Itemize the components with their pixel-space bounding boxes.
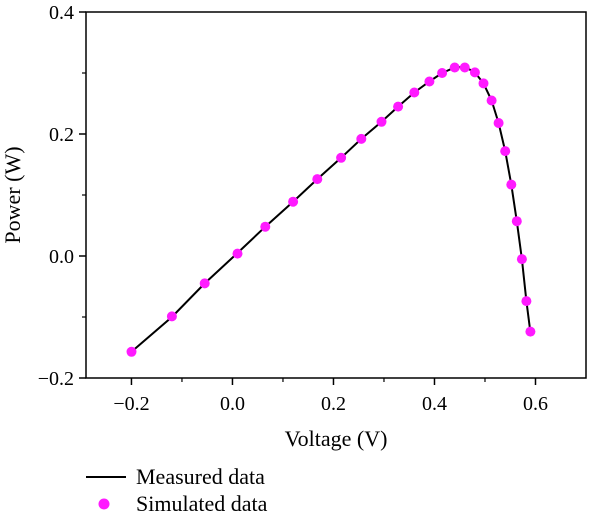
simulated-point [521,296,532,307]
legend-simulated-swatch [98,498,110,510]
simulated-point [260,221,271,232]
x-tick-label: 0.2 [321,393,346,415]
y-tick-label: 0.0 [49,246,74,268]
simulated-point [493,118,504,128]
legend: Measured data Simulated data [86,464,268,516]
legend-simulated-label: Simulated data [136,491,268,516]
simulated-point [424,76,435,87]
y-tick-label: −0.2 [38,368,74,390]
y-axis-label: Power (W) [0,146,25,243]
simulated-point [409,87,420,98]
simulated-point [437,68,448,78]
simulated-point [459,62,470,73]
simulated-point [356,133,367,144]
simulated-point [199,278,210,289]
simulated-point [232,248,243,259]
x-tick-label: 0.0 [220,393,245,415]
x-tick-label: 0.6 [523,393,548,415]
y-axis-ticks: −0.2 0.0 0.2 0.4 [38,2,86,390]
simulated-point [449,62,460,73]
simulated-point [525,326,536,337]
simulated-point [126,346,137,357]
x-axis-label: Voltage (V) [285,426,388,451]
simulated-point [166,311,177,322]
simulated-point [516,254,527,265]
simulated-point [288,196,299,207]
x-axis-ticks: −0.2 0.0 0.2 0.4 0.6 [113,378,548,415]
measured-data-line [130,65,532,353]
y-tick-label: 0.4 [49,2,74,24]
plot-frame [85,11,587,379]
simulated-point [506,179,517,190]
simulated-point [486,95,497,106]
simulated-point [478,78,489,89]
simulated-data-points [126,62,536,357]
simulated-point [376,116,387,127]
simulated-point [469,67,480,78]
simulated-point [336,152,347,163]
legend-measured-label: Measured data [136,464,265,489]
simulated-point [393,101,404,112]
y-tick-label: 0.2 [49,124,74,146]
x-tick-label: 0.4 [422,393,447,415]
simulated-point [312,174,323,185]
simulated-point [500,146,511,157]
simulated-point [511,216,522,227]
x-tick-label: −0.2 [113,393,149,415]
